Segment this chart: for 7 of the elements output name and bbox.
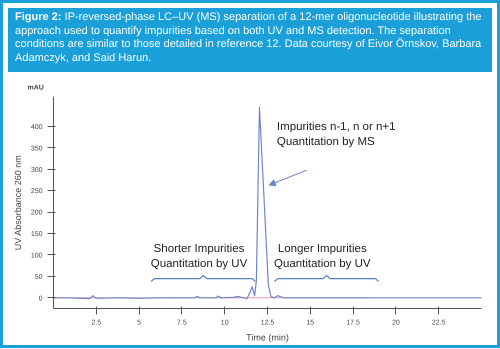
annotation: Longer Impurities Quantitation by UV <box>274 243 371 270</box>
x-axis-title: Time (min) <box>246 332 289 342</box>
chart-title: Figure 2: IP-reversed-phase LC–UV (MS) separation of a 12-mer oligonucleotide illustrating the approach used to quantify impurities based on both UV and MS detection. The separation conditions are similar to those detailed in reference 12. Data courtesy of Eivor Örnskov, Barbara Adamczyk, and Said Harun. <box>15 11 482 65</box>
y-axis-title: UV Absorbance 260 nm <box>12 155 23 250</box>
annotation: Shorter Impurities Quantitation by UV <box>150 243 248 270</box>
line-series <box>54 106 482 300</box>
annotation: Impurities n-1, n or n+1 Quantitation by MS <box>276 120 396 148</box>
